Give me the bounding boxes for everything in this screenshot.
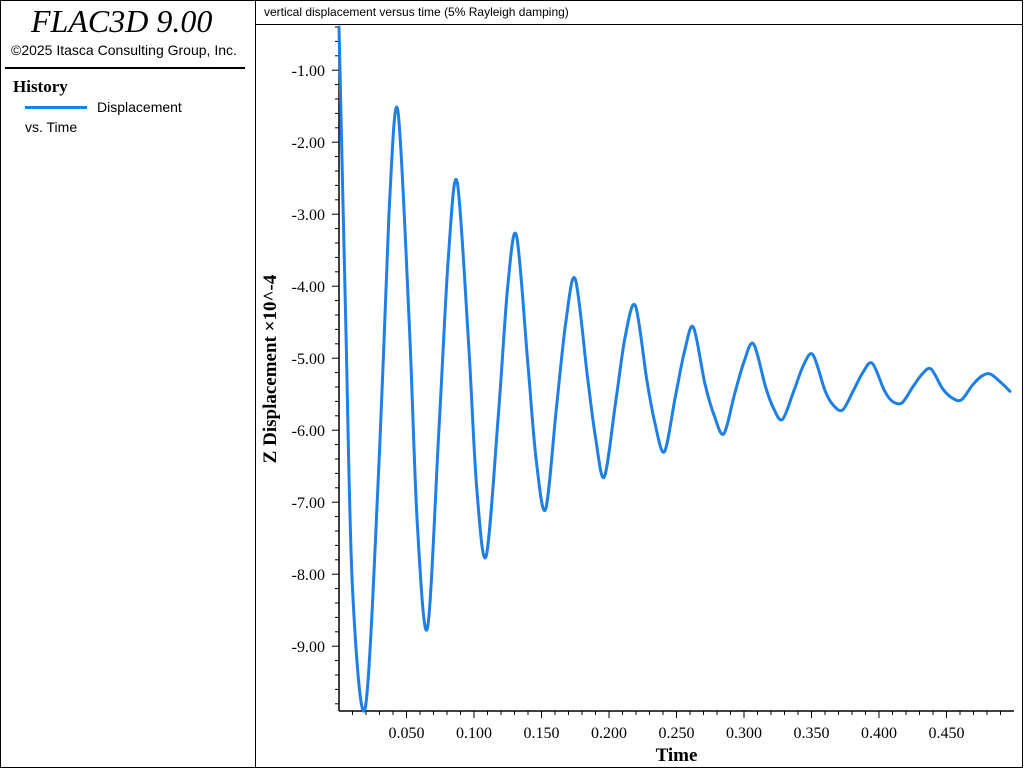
y-tick-label: -6.00 (292, 423, 325, 440)
axis-titles: Time Z Displacement ×10^-4 (260, 274, 697, 766)
x-tick-label: 0.200 (591, 725, 627, 742)
x-tick-label: 0.300 (726, 725, 762, 742)
y-tick-label: -5.00 (292, 351, 325, 368)
y-tick-label: -8.00 (292, 567, 325, 584)
y-axis-title: Z Displacement ×10^-4 (260, 274, 281, 463)
copyright-notice: ©2025 Itasca Consulting Group, Inc. (11, 42, 237, 58)
plot-title: vertical displacement versus time (5% Ra… (264, 5, 569, 19)
y-tick-label: -3.00 (292, 207, 325, 224)
series-layer (337, 25, 1012, 713)
x-tick-label: 0.250 (659, 725, 695, 742)
x-tick-label: 0.150 (524, 725, 560, 742)
legend-series-label-continued: vs. Time (25, 119, 78, 135)
legend-divider (5, 67, 245, 69)
x-tick-label: 0.450 (929, 725, 965, 742)
x-tick-label: 0.400 (861, 725, 897, 742)
y-tick-label: -7.00 (292, 495, 325, 512)
plot-panel: vertical displacement versus time (5% Ra… (255, 0, 1023, 768)
x-axis-title: Time (656, 745, 698, 766)
axes (338, 27, 1014, 712)
chart-area: 0.050 0.100 0.150 0.200 0.250 0.300 0.350 0.400… (260, 25, 1014, 766)
ticks: 0.050 0.100 0.150 0.200 0.250 0.300 0.350 0.400… (292, 26, 1001, 742)
legend-series-label: Displacement (97, 99, 182, 115)
app-title: FLAC3D 9.00 (31, 3, 213, 39)
plot-title-bar: vertical displacement versus time (5% Ra… (256, 1, 1022, 25)
legend-heading: History (13, 77, 68, 96)
y-tick-label: -4.00 (292, 279, 325, 296)
y-tick-label: -1.00 (292, 63, 325, 80)
legend-panel: FLAC3D 9.00 ©2025 Itasca Consulting Grou… (0, 0, 256, 768)
series-line-displacement (337, 25, 1012, 713)
legend-series-swatch (25, 106, 87, 109)
x-tick-label: 0.350 (794, 725, 830, 742)
y-tick-label: -2.00 (292, 135, 325, 152)
x-tick-label: 0.100 (456, 725, 492, 742)
x-tick-label: 0.050 (389, 725, 425, 742)
y-tick-label: -9.00 (292, 639, 325, 656)
